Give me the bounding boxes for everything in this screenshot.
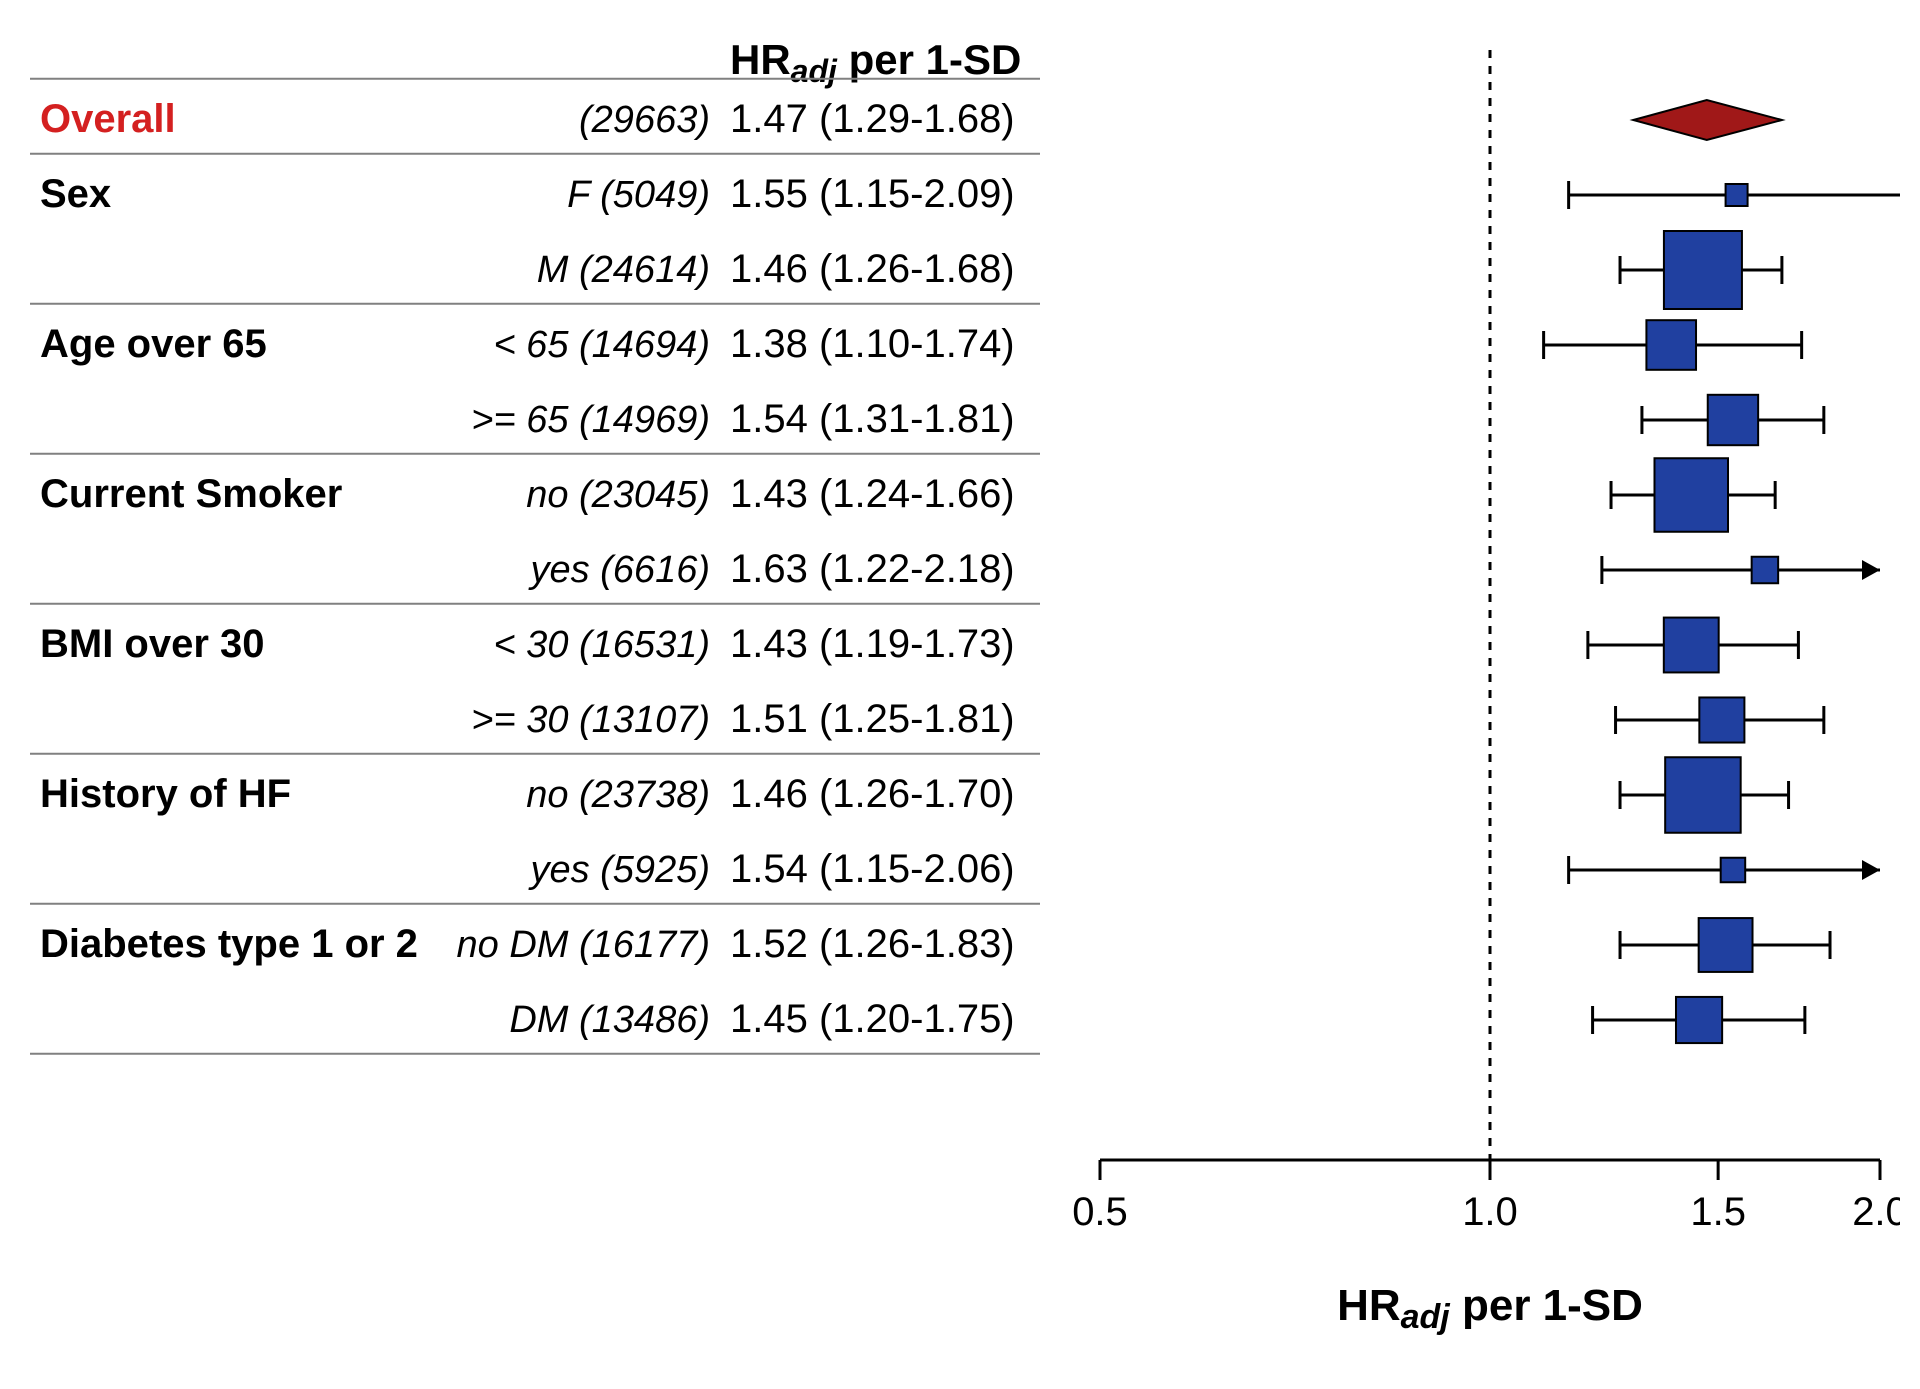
- subgroup-label: >= 65 (14969): [471, 399, 710, 441]
- hr-text: 1.46 (1.26-1.70): [730, 772, 1015, 816]
- hr-text: 1.54 (1.31-1.81): [730, 397, 1015, 441]
- forest-plot-container: HRadj per 1-SD Overall (29663) 1.47 (1.29-1…: [20, 20, 1900, 1369]
- hr-text: 1.63 (1.22-2.18): [730, 547, 1015, 591]
- category-label: Overall: [40, 97, 176, 141]
- category-label: History of HF: [40, 772, 291, 816]
- ci-arrow-icon: [1862, 860, 1880, 880]
- subgroup-label: yes (6616): [527, 549, 710, 591]
- point-marker: [1676, 997, 1722, 1043]
- subgroup-label: < 30 (16531): [493, 624, 710, 666]
- category-label: BMI over 30: [40, 622, 265, 666]
- point-marker: [1699, 697, 1744, 742]
- point-marker: [1664, 618, 1719, 673]
- hr-text: 1.43 (1.24-1.66): [730, 472, 1015, 516]
- subgroup-label: no (23738): [526, 774, 710, 816]
- point-marker: [1726, 184, 1748, 206]
- x-axis-tick-label: 1.0: [1462, 1190, 1518, 1234]
- point-marker: [1752, 557, 1778, 583]
- subgroup-label: (29663): [579, 99, 710, 141]
- hr-text: 1.47 (1.29-1.68): [730, 97, 1015, 141]
- subgroup-label: < 65 (14694): [493, 324, 710, 366]
- forest-plot-svg: HRadj per 1-SD Overall (29663) 1.47 (1.29-1…: [20, 20, 1900, 1369]
- subgroup-label: >= 30 (13107): [471, 699, 710, 741]
- subgroup-label: F (5049): [567, 174, 710, 216]
- x-axis-label: HRadj per 1-SD: [1337, 1281, 1643, 1336]
- subgroup-label: no DM (16177): [457, 924, 710, 966]
- hr-text: 1.52 (1.26-1.83): [730, 922, 1015, 966]
- x-axis-tick-label: 2.0: [1852, 1190, 1900, 1234]
- point-marker: [1699, 918, 1753, 972]
- category-label: Diabetes type 1 or 2: [40, 922, 418, 966]
- hr-text: 1.43 (1.19-1.73): [730, 622, 1015, 666]
- x-axis-tick-label: 0.5: [1072, 1190, 1128, 1234]
- hr-text: 1.45 (1.20-1.75): [730, 997, 1015, 1041]
- subgroup-label: no (23045): [526, 474, 710, 516]
- subgroup-label: M (24614): [537, 249, 710, 291]
- hr-text: 1.55 (1.15-2.09): [730, 172, 1015, 216]
- ci-arrow-icon: [1862, 560, 1880, 580]
- point-marker: [1708, 395, 1758, 445]
- hr-text: 1.38 (1.10-1.74): [730, 322, 1015, 366]
- x-axis-tick-label: 1.5: [1690, 1190, 1746, 1234]
- category-label: Age over 65: [40, 322, 267, 366]
- point-marker: [1664, 231, 1742, 309]
- subgroup-label: yes (5925): [527, 849, 710, 891]
- point-marker: [1646, 320, 1696, 370]
- point-marker: [1654, 458, 1728, 532]
- hr-text: 1.46 (1.26-1.68): [730, 247, 1015, 291]
- subgroup-label: DM (13486): [509, 999, 710, 1041]
- hr-text: 1.54 (1.15-2.06): [730, 847, 1015, 891]
- hr-text: 1.51 (1.25-1.81): [730, 697, 1015, 741]
- point-marker: [1721, 858, 1746, 883]
- overall-diamond: [1633, 100, 1782, 140]
- point-marker: [1665, 757, 1740, 832]
- category-label: Sex: [40, 172, 111, 216]
- column-header-hr: HRadj per 1-SD: [730, 36, 1021, 89]
- category-label: Current Smoker: [40, 472, 342, 516]
